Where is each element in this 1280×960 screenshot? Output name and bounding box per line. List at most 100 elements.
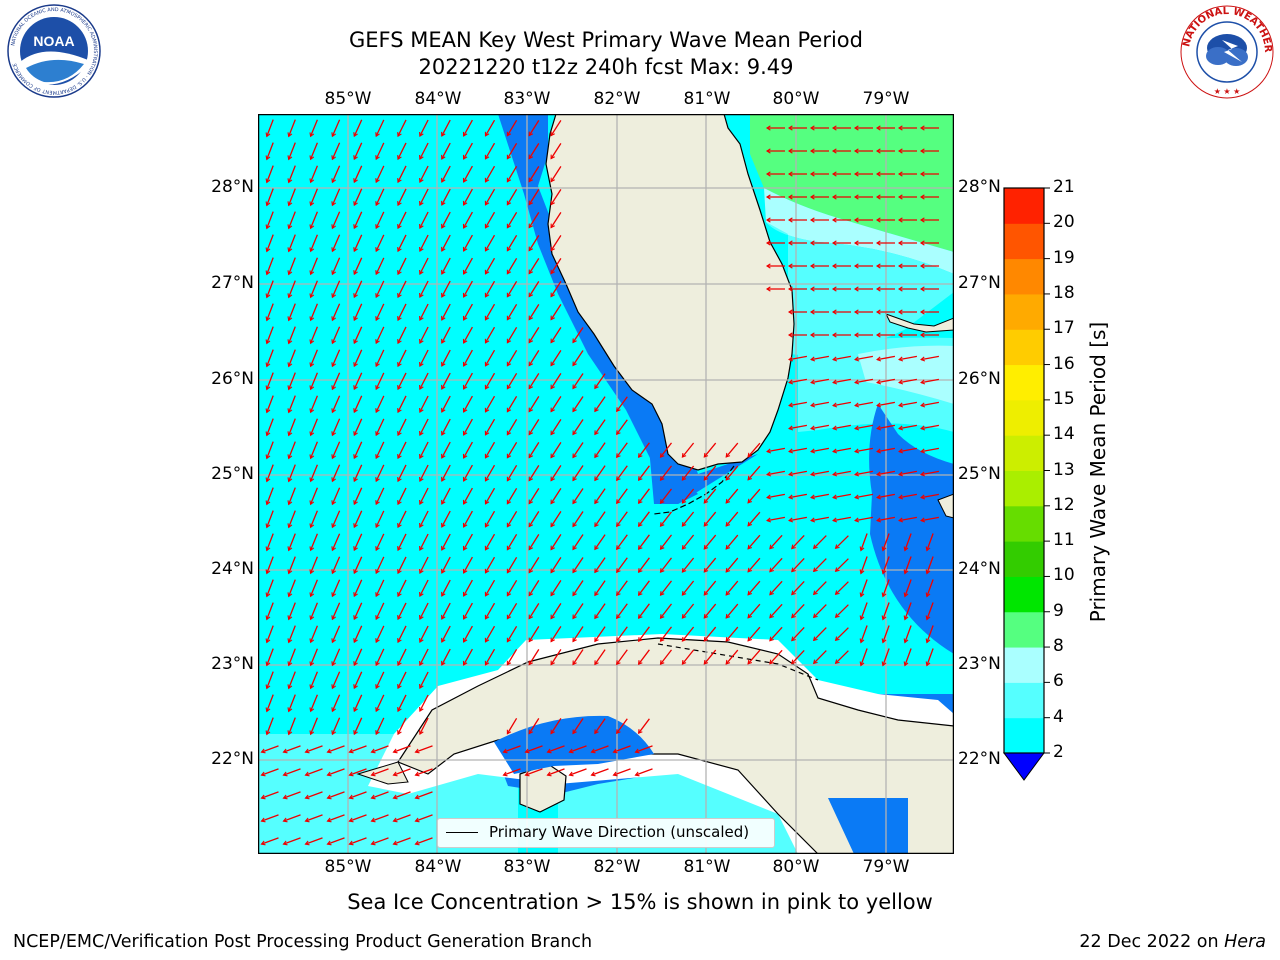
wave-direction-arrow <box>463 349 473 367</box>
footer-date: 22 Dec 2022 on Hera <box>1079 932 1266 952</box>
wave-direction-arrow <box>463 487 473 505</box>
lat-label-right: 27°N <box>958 273 1001 293</box>
wave-direction-arrowhead <box>747 567 753 573</box>
wave-direction-arrow <box>309 349 319 367</box>
wave-direction-arrow <box>525 745 543 753</box>
wave-direction-arrowhead <box>375 431 380 437</box>
wave-direction-arrow <box>441 579 451 597</box>
wave-direction-arrowhead <box>616 729 621 735</box>
wave-direction-arrow <box>506 510 518 528</box>
wave-direction-arrowhead <box>506 545 512 551</box>
wave-direction-arrowhead <box>419 200 424 206</box>
wave-direction-arrowhead <box>265 569 271 575</box>
wave-direction-arrowhead <box>397 270 402 276</box>
wave-direction-arrowhead <box>616 614 621 620</box>
wave-direction-arrow <box>638 557 650 573</box>
wave-direction-arrowhead <box>919 171 925 177</box>
wave-direction-arrowhead <box>637 568 643 574</box>
wave-direction-arrow <box>353 303 363 321</box>
wave-direction-arrowhead <box>854 402 860 408</box>
wave-direction-arrowhead <box>572 545 577 551</box>
wave-direction-arrow <box>397 119 407 137</box>
wave-direction-arrow <box>441 211 451 229</box>
wave-direction-arrow <box>766 493 786 499</box>
wave-direction-arrow <box>288 188 296 206</box>
wave-direction-arrowhead <box>419 177 424 183</box>
wave-direction-arrowhead <box>550 338 555 344</box>
wave-direction-arrowhead <box>441 522 446 528</box>
wave-direction-arrow <box>506 556 518 574</box>
wave-direction-arrowhead <box>572 522 577 528</box>
wave-direction-arrowhead <box>897 286 903 292</box>
wave-direction-arrow <box>261 791 279 799</box>
wave-direction-arrow <box>371 837 389 845</box>
wave-direction-arrow <box>550 143 562 159</box>
wave-direction-arrow <box>860 556 868 574</box>
wave-period-map[interactable] <box>258 114 954 854</box>
wave-direction-arrow <box>528 396 540 412</box>
wave-direction-arrowhead <box>550 292 555 298</box>
wave-direction-arrowhead <box>265 707 271 713</box>
wave-direction-arrow <box>353 234 363 252</box>
wave-direction-arrow <box>528 235 540 251</box>
wave-direction-arrow <box>550 488 562 504</box>
wave-direction-arrow <box>550 465 562 481</box>
noaa-text: NOAA <box>33 33 74 49</box>
wave-direction-arrow <box>506 280 518 298</box>
wave-direction-arrow <box>331 165 341 183</box>
wave-direction-arrowhead <box>528 154 534 160</box>
wave-direction-arrow <box>616 580 628 596</box>
colorbar-segment <box>1004 611 1044 648</box>
wave-direction-arrow <box>594 373 606 389</box>
wave-direction-arrow <box>528 327 540 343</box>
wave-direction-arrow <box>613 768 631 776</box>
wave-direction-arrow <box>309 119 319 137</box>
wave-direction-arrowhead <box>809 217 815 223</box>
wave-direction-arrow <box>441 234 451 252</box>
wave-direction-arrow <box>572 626 584 642</box>
wave-direction-arrow <box>747 580 761 596</box>
lat-label-right: 22°N <box>958 749 1001 769</box>
wave-direction-arrowhead <box>506 407 512 413</box>
nws-logo: NATIONAL WEATHER SERVICE ★ ★ ★ <box>1178 4 1274 99</box>
colorbar-tick-label: 21 <box>1053 177 1075 197</box>
wave-direction-arrowhead <box>309 293 315 299</box>
wave-direction-arrow <box>860 533 868 551</box>
wave-direction-arrow <box>393 814 411 822</box>
wave-direction-arrow <box>441 487 451 505</box>
wave-direction-arrowhead <box>832 356 838 362</box>
wave-direction-arrow <box>791 603 805 619</box>
wave-direction-arrow <box>397 395 407 413</box>
wave-direction-arrowhead <box>550 315 555 321</box>
wave-direction-arrow <box>550 419 562 435</box>
wave-direction-arrowhead <box>809 171 815 177</box>
wave-direction-arrowhead <box>919 309 925 315</box>
wave-direction-arrowhead <box>441 499 446 505</box>
wave-direction-arrowhead <box>550 154 555 160</box>
wave-direction-arrowhead <box>353 592 358 598</box>
wave-direction-arrowhead <box>725 613 731 619</box>
wave-direction-arrowhead <box>353 546 358 552</box>
wave-direction-arrowhead <box>506 591 512 597</box>
wave-direction-arrowhead <box>331 201 337 207</box>
wave-direction-arrowhead <box>832 494 838 500</box>
wave-direction-arrowhead <box>353 155 358 161</box>
wave-direction-arrowhead <box>528 131 534 137</box>
colorbar-segment <box>1004 505 1044 542</box>
wave-direction-arrow <box>550 120 562 136</box>
wave-direction-arrowhead <box>876 471 882 477</box>
wave-direction-arrowhead <box>484 315 490 321</box>
wave-direction-arrowhead <box>506 430 512 436</box>
wave-direction-arrowhead <box>309 385 315 391</box>
wave-direction-arrowhead <box>309 730 315 736</box>
wave-direction-arrowhead <box>528 522 534 528</box>
wave-direction-arrowhead <box>375 500 380 506</box>
wave-direction-arrow <box>506 648 518 666</box>
wave-direction-arrowhead <box>502 771 508 777</box>
wave-direction-arrowhead <box>419 614 424 620</box>
wave-direction-arrow <box>331 464 341 482</box>
wave-direction-arrow <box>876 401 896 407</box>
wave-direction-arrow <box>305 837 323 845</box>
wave-direction-arrowhead <box>265 132 271 138</box>
wave-direction-arrowhead <box>659 591 665 596</box>
